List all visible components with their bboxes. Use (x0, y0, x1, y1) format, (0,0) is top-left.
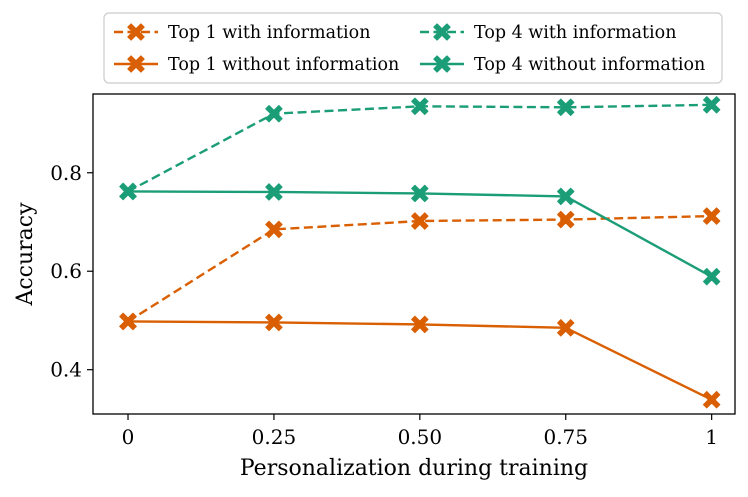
data-point-marker (702, 267, 721, 286)
legend-marker (127, 55, 145, 73)
series-line (127, 103, 712, 193)
legend-label: Top 1 without information (168, 55, 399, 75)
series-line (128, 190, 713, 278)
data-point-marker (411, 184, 429, 203)
legend-entry-top-1-without-information: Top 1 without information (114, 55, 399, 75)
series-line (127, 214, 712, 323)
y-axis-ticks: 0.4 0.6 0.8 (50, 161, 93, 382)
data-point-marker (702, 96, 721, 114)
data-point-marker (265, 183, 283, 201)
data-point-marker (557, 98, 575, 116)
data-point-marker (265, 220, 283, 239)
legend-entry-top-1-with-information: Top 1 with information (114, 23, 370, 43)
x-axis-label: Personalization during training (240, 456, 588, 481)
legend-marker (433, 55, 451, 73)
data-point-marker (119, 182, 137, 201)
series-top-1-without-information (119, 312, 721, 409)
legend-entry-top-4-without-information: Top 4 without information (420, 55, 705, 75)
data-point-marker (119, 312, 137, 331)
x-tick-label: 0.50 (398, 425, 443, 449)
y-tick-label: 0.4 (50, 358, 82, 382)
series-top-1-with-information (119, 207, 721, 331)
legend-entry-top-4-with-information: Top 4 with information (420, 23, 676, 43)
data-point-marker (265, 104, 283, 123)
series-line (128, 320, 713, 401)
y-tick-label: 0.6 (50, 259, 82, 283)
legend-frame (103, 12, 723, 84)
legend-marker (127, 23, 145, 41)
data-point-marker (411, 212, 429, 230)
legend-label: Top 1 with information (168, 23, 370, 43)
data-point-marker (411, 315, 429, 334)
x-axis-ticks: 0 0.25 0.50 0.75 1 (122, 414, 718, 449)
y-axis-label: Accuracy (13, 202, 38, 307)
y-tick-label: 0.8 (50, 161, 82, 185)
data-point-marker (702, 391, 721, 409)
data-point-marker (557, 319, 575, 337)
x-tick-label: 0.75 (543, 425, 588, 449)
series-layer (119, 96, 721, 409)
x-tick-label: 0.25 (252, 425, 297, 449)
data-point-marker (557, 210, 575, 229)
series-top-4-without-information (119, 182, 721, 286)
legend-marker (433, 23, 451, 41)
legend-label: Top 4 with information (474, 23, 676, 43)
plot-frame (92, 93, 736, 415)
data-point-marker (265, 313, 283, 332)
legend-label: Top 4 without information (474, 55, 705, 75)
data-point-marker (557, 187, 575, 206)
x-tick-label: 0 (122, 425, 135, 449)
x-tick-label: 1 (705, 425, 718, 449)
series-top-4-with-information (119, 96, 721, 201)
data-point-marker (411, 97, 429, 116)
legend: Top 1 with information Top 1 without info… (114, 23, 705, 75)
data-point-marker (702, 207, 721, 225)
